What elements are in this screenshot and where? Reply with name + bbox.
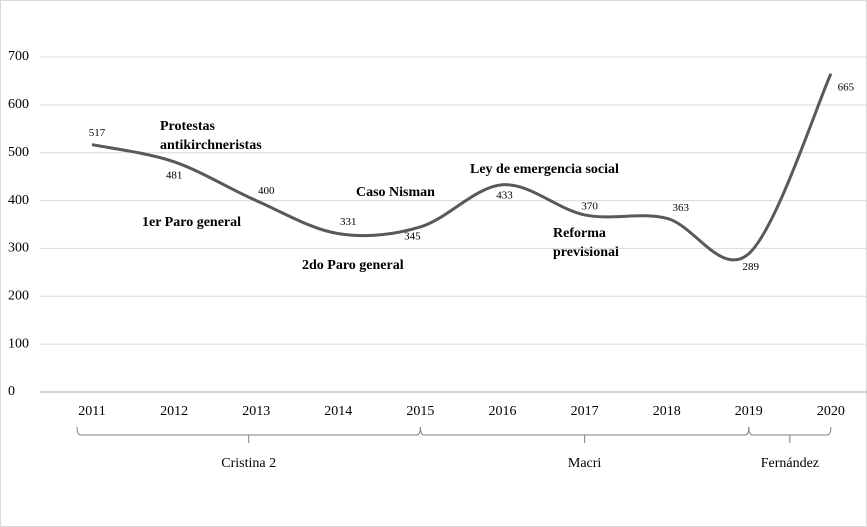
data-label: 370 xyxy=(581,200,598,212)
y-tick-label: 0 xyxy=(8,384,15,399)
data-label: 363 xyxy=(672,202,689,214)
period-bracket xyxy=(419,426,750,443)
data-label: 665 xyxy=(838,81,855,93)
period-bracket xyxy=(76,426,421,443)
x-tick-label: 2011 xyxy=(78,404,105,419)
period-label: Cristina 2 xyxy=(221,456,276,471)
y-tick-label: 200 xyxy=(8,289,29,304)
y-tick-label: 600 xyxy=(8,97,29,112)
annotation: Reforma xyxy=(553,226,606,241)
line xyxy=(91,73,833,262)
annotation: Ley de emergencia social xyxy=(470,162,619,177)
period-label: Macri xyxy=(568,456,602,471)
data-label: 345 xyxy=(404,230,421,242)
annotation: Caso Nisman xyxy=(356,185,435,200)
period-bracket xyxy=(748,426,832,443)
data-label: 433 xyxy=(496,189,513,201)
x-tick-label: 2013 xyxy=(242,404,270,419)
data-label: 331 xyxy=(340,216,357,228)
x-tick-label: 2014 xyxy=(324,404,352,419)
annotation: antikirchneristas xyxy=(160,138,262,153)
x-tick-label: 2018 xyxy=(653,404,681,419)
y-tick-label: 400 xyxy=(8,193,29,208)
data-label: 289 xyxy=(743,261,760,273)
data-label: 481 xyxy=(166,169,183,181)
period-label: Fernández xyxy=(761,456,819,471)
x-tick-label: 2020 xyxy=(817,404,845,419)
annotation: 2do Paro general xyxy=(302,258,404,273)
annotation: 1er Paro general xyxy=(142,215,241,230)
data-label: 517 xyxy=(89,127,106,139)
data-label: 400 xyxy=(258,185,275,197)
y-tick-label: 700 xyxy=(8,49,29,64)
x-tick-label: 2015 xyxy=(406,404,434,419)
y-tick-label: 300 xyxy=(8,241,29,256)
y-tick-label: 500 xyxy=(8,145,29,160)
annotation: previsional xyxy=(553,245,619,260)
x-tick-label: 2017 xyxy=(571,404,599,419)
x-tick-label: 2019 xyxy=(735,404,763,419)
annotation: Protestas xyxy=(160,119,215,134)
y-tick-label: 100 xyxy=(8,336,29,351)
x-tick-label: 2012 xyxy=(160,404,188,419)
x-tick-label: 2016 xyxy=(489,404,517,419)
